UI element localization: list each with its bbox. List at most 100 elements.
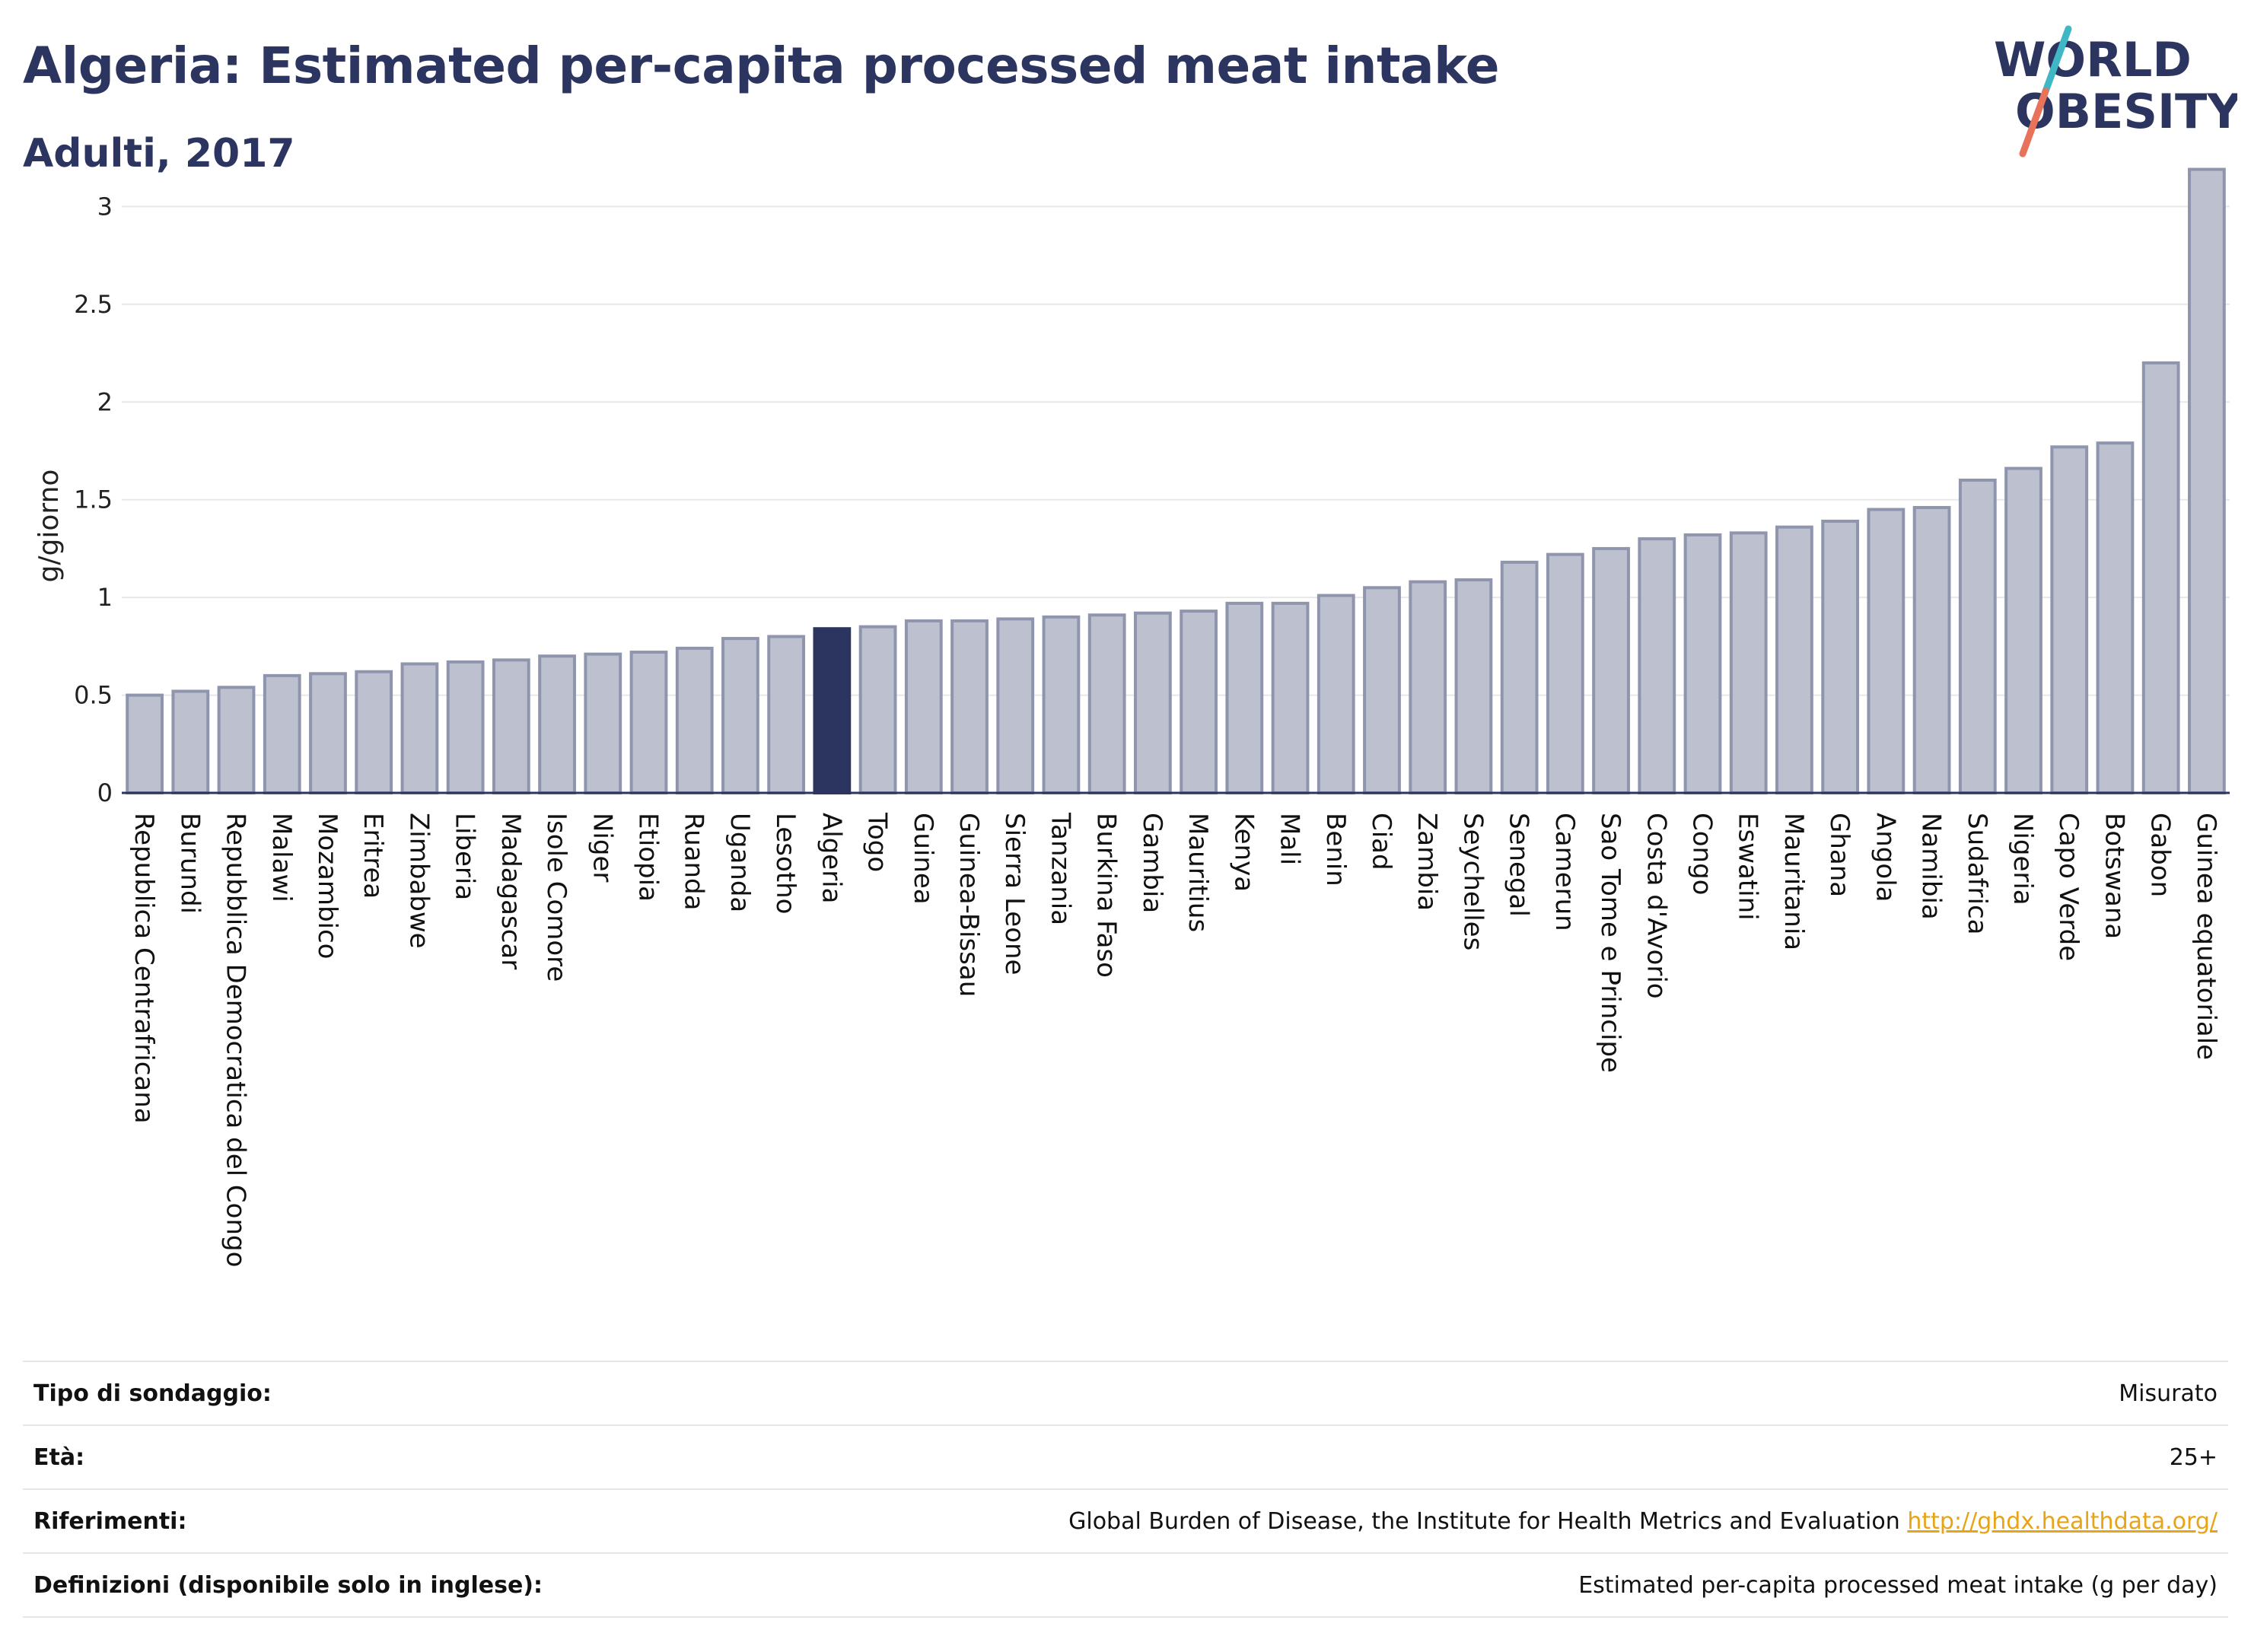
bar xyxy=(1683,533,1722,794)
info-value: Estimated per-capita processed meat inta… xyxy=(1578,1571,2218,1599)
bar xyxy=(2050,445,2089,794)
bar xyxy=(767,635,806,794)
bar xyxy=(1409,580,1447,794)
y-axis-label: g/giorno xyxy=(33,469,65,583)
x-tick-label: Togo xyxy=(862,812,893,872)
x-tick-label: Benin xyxy=(1320,813,1351,886)
bar xyxy=(355,670,393,794)
x-tick-label: Eritrea xyxy=(358,813,388,899)
bar xyxy=(1363,586,1401,794)
bar xyxy=(1271,601,1310,794)
bar xyxy=(584,652,622,795)
bar xyxy=(1638,537,1676,794)
logo-slash-top xyxy=(2042,25,2072,95)
bar-highlight xyxy=(813,627,852,794)
x-tick-label: Eswatini xyxy=(1733,813,1763,921)
bar xyxy=(1225,601,1264,794)
x-tick-label: Gabon xyxy=(2145,813,2176,897)
x-tick-label: Mozambico xyxy=(312,813,342,959)
x-tick-label: Isole Comore xyxy=(541,813,572,982)
bar xyxy=(1454,578,1493,794)
info-row-references: Riferimenti: Global Burden of Disease, t… xyxy=(23,1488,2228,1552)
x-tick-label: Lesotho xyxy=(770,813,801,914)
y-tick-label: 2.5 xyxy=(74,290,113,319)
bar xyxy=(1546,552,1584,794)
x-tick-label: Congo xyxy=(1687,813,1718,895)
x-tick-label: Madagascar xyxy=(495,813,526,969)
y-tick-label: 3 xyxy=(97,192,113,221)
logo-text-world: WORLD xyxy=(1994,32,2192,88)
x-tick-label: Sudafrica xyxy=(1962,813,1992,934)
bar-chart: 0 0.5 1 1.5 2 2.5 3 g/giorno Republica Centrafri… xyxy=(33,167,2230,1267)
x-tick-label: Senegal xyxy=(1504,813,1534,917)
x-tick-label: Ruanda xyxy=(679,813,709,910)
info-row-survey-type: Tipo di sondaggio: Misurato xyxy=(23,1361,2228,1424)
x-tick-label: Capo Verde xyxy=(2053,813,2084,961)
x-tick-label: Sierra Leone xyxy=(999,813,1030,975)
bar xyxy=(446,660,485,794)
x-tick-label: Burundi xyxy=(174,813,205,914)
y-tick-label: 0.5 xyxy=(74,681,113,710)
bar xyxy=(309,672,347,795)
bar xyxy=(1592,546,1630,794)
y-tick-label: 1.5 xyxy=(74,485,113,514)
bar xyxy=(1821,519,1860,794)
y-tick-label: 1 xyxy=(97,583,113,612)
x-tick-label: Costa d'Avorio xyxy=(1641,813,1671,999)
info-value: Misurato xyxy=(2119,1380,2218,1407)
x-tick-label: Ghana xyxy=(1824,813,1855,897)
info-value-references: Global Burden of Disease, the Institute … xyxy=(1068,1508,2218,1535)
bar xyxy=(2004,466,2042,795)
bar xyxy=(1729,531,1768,794)
x-tick-label: Malawi xyxy=(266,813,297,902)
bar xyxy=(1500,560,1539,794)
x-tick-label: Mauritania xyxy=(1778,813,1809,950)
chart-subtitle: Adulti, 2017 xyxy=(23,131,295,177)
x-tick-label: Nigeria xyxy=(2007,813,2038,906)
bar xyxy=(858,625,897,794)
x-tick-label: Zimbabwe xyxy=(403,813,434,949)
info-table: Tipo di sondaggio: Misurato Età: 25+ Rif… xyxy=(23,1361,2228,1618)
bar xyxy=(217,686,256,794)
logo-text-obesity: OBESITY xyxy=(2015,84,2237,139)
info-label: Tipo di sondaggio: xyxy=(33,1380,272,1407)
x-tick-label: Kenya xyxy=(1228,813,1259,892)
info-value: 25+ xyxy=(2169,1444,2218,1471)
x-tick-label: Gambia xyxy=(1137,813,1167,913)
bar xyxy=(1958,479,1997,794)
info-row-definitions: Definizioni (disponibile solo in inglese… xyxy=(23,1552,2228,1618)
bar xyxy=(1867,508,1906,794)
x-tick-label: Uganda xyxy=(724,813,755,912)
bar xyxy=(263,673,301,794)
x-tick-label: Etiopia xyxy=(633,813,664,902)
bar xyxy=(1180,610,1218,795)
x-tick-label: Liberia xyxy=(450,813,480,900)
references-link[interactable]: http://ghdx.healthdata.org/ xyxy=(1907,1507,2218,1535)
bar xyxy=(2096,441,2135,794)
x-tick-label: Zambia xyxy=(1412,813,1442,911)
bar xyxy=(721,637,759,794)
info-row-age: Età: 25+ xyxy=(23,1424,2228,1488)
bar xyxy=(492,658,530,795)
bar xyxy=(538,654,576,794)
info-label: Età: xyxy=(33,1444,85,1471)
bar xyxy=(996,617,1035,794)
bar xyxy=(1042,615,1081,794)
bar xyxy=(171,689,210,794)
references-text: Global Burden of Disease, the Institute … xyxy=(1068,1507,1900,1535)
chart-title: Algeria: Estimated per-capita processed … xyxy=(23,37,1499,95)
x-tick-label: Guinea equatoriale xyxy=(2191,813,2221,1060)
bar xyxy=(2141,361,2180,794)
x-tick-label: Seychelles xyxy=(1457,813,1488,950)
bar xyxy=(2188,167,2226,795)
x-tick-label: Angola xyxy=(1870,813,1900,902)
y-tick-label: 0 xyxy=(97,778,113,807)
y-tick-label: 2 xyxy=(97,387,113,416)
bar xyxy=(950,619,989,795)
x-tick-label: Guinea-Bissau xyxy=(954,813,984,997)
x-tick-label: Burkina Faso xyxy=(1091,813,1122,978)
x-tick-label: Namibia xyxy=(1916,813,1947,920)
x-tick-label: Sao Tome e Principe xyxy=(1595,813,1625,1073)
x-tick-label: Ciad xyxy=(1366,813,1396,871)
x-tick-label: Repubblica Democratica del Congo xyxy=(221,813,251,1267)
